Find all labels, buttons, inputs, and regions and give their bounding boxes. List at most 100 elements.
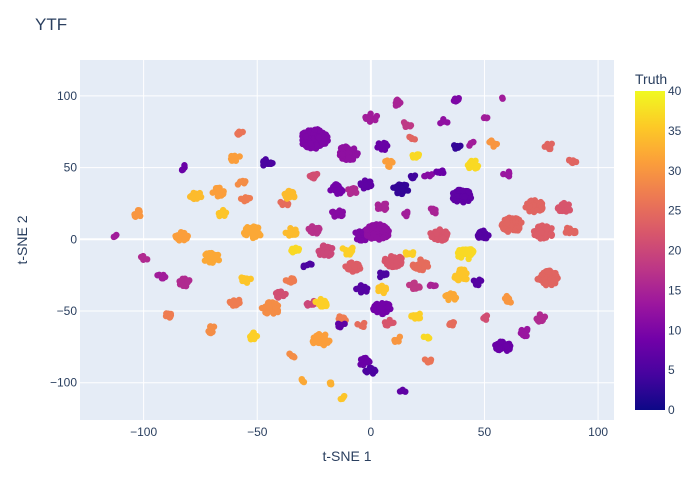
data-point <box>309 338 317 346</box>
colorbar-gradient <box>635 91 665 410</box>
data-point <box>425 334 433 342</box>
data-point <box>315 339 322 347</box>
data-point <box>364 232 371 239</box>
data-point <box>236 299 243 307</box>
data-point <box>377 269 384 276</box>
data-point <box>464 162 472 169</box>
data-point <box>194 192 201 199</box>
data-point <box>473 164 481 171</box>
data-point <box>460 267 467 275</box>
data-point <box>402 249 409 256</box>
data-point <box>354 321 361 328</box>
data-point <box>357 180 364 187</box>
data-point <box>460 249 468 256</box>
data-point <box>473 279 480 286</box>
data-point <box>271 300 278 307</box>
data-point <box>258 304 266 312</box>
data-point <box>405 281 413 289</box>
data-point <box>461 193 469 201</box>
data-point <box>267 159 274 166</box>
data-point <box>397 256 405 263</box>
data-point <box>312 334 320 341</box>
data-point <box>382 284 390 292</box>
data-point <box>385 303 392 310</box>
data-point <box>420 333 428 341</box>
data-point <box>421 172 428 180</box>
data-point <box>404 187 412 194</box>
data-point <box>284 200 292 207</box>
data-point <box>410 285 417 292</box>
data-point <box>483 235 490 242</box>
colorbar: Truth 0 5 10 15 20 25 30 35 40 <box>635 71 682 417</box>
data-point <box>289 249 296 256</box>
data-point <box>332 181 340 188</box>
y-axis-label: t-SNE 2 <box>14 215 30 264</box>
data-point <box>354 230 361 238</box>
data-point <box>459 187 466 194</box>
data-point <box>246 194 254 202</box>
data-point <box>383 271 390 278</box>
data-point <box>228 157 236 164</box>
data-point <box>503 342 510 350</box>
data-point <box>292 226 299 233</box>
data-point <box>307 139 314 147</box>
data-point <box>494 344 501 351</box>
colorbar-tick-label: 5 <box>668 363 675 377</box>
x-tick-label: 50 <box>478 425 492 439</box>
data-point <box>465 246 473 254</box>
data-point <box>260 158 267 165</box>
data-point <box>335 321 343 328</box>
data-point <box>363 226 370 233</box>
data-point <box>335 315 342 323</box>
data-point <box>277 288 285 295</box>
data-point <box>311 126 319 134</box>
data-point <box>444 119 451 126</box>
chart-title: YTF <box>35 15 67 34</box>
data-point <box>317 299 324 307</box>
data-point <box>375 203 382 211</box>
colorbar-title: Truth <box>635 71 667 87</box>
data-point <box>543 225 551 232</box>
data-point <box>570 229 578 237</box>
data-point <box>566 156 573 164</box>
data-point <box>337 186 345 193</box>
data-point <box>377 305 385 312</box>
data-point <box>360 323 367 331</box>
data-point <box>380 289 387 297</box>
data-point <box>343 144 351 151</box>
data-point <box>446 293 454 301</box>
data-point <box>449 195 457 202</box>
data-point <box>209 189 216 196</box>
data-point <box>345 154 352 161</box>
data-point <box>358 356 365 363</box>
data-point <box>497 338 504 345</box>
data-point <box>378 310 386 318</box>
data-point <box>394 189 401 197</box>
data-point <box>439 235 447 242</box>
data-point <box>380 234 387 242</box>
data-point <box>178 166 186 174</box>
data-point <box>350 186 357 193</box>
data-point <box>415 152 422 160</box>
data-point <box>504 171 512 178</box>
data-point <box>393 263 400 270</box>
data-point <box>339 150 346 158</box>
data-point <box>481 313 489 321</box>
data-point <box>428 233 435 241</box>
data-point <box>364 114 371 122</box>
data-point <box>398 185 406 192</box>
data-point <box>436 226 444 233</box>
data-point <box>221 212 228 219</box>
data-point <box>176 281 184 288</box>
data-point <box>286 194 293 201</box>
data-point <box>189 194 197 202</box>
y-tick-label: 100 <box>57 89 77 103</box>
data-point <box>499 94 506 101</box>
data-point <box>399 387 407 395</box>
y-tick-label: 50 <box>64 161 78 175</box>
data-point <box>433 168 440 175</box>
data-point <box>315 134 323 141</box>
data-point <box>303 300 311 308</box>
data-point <box>409 249 417 256</box>
